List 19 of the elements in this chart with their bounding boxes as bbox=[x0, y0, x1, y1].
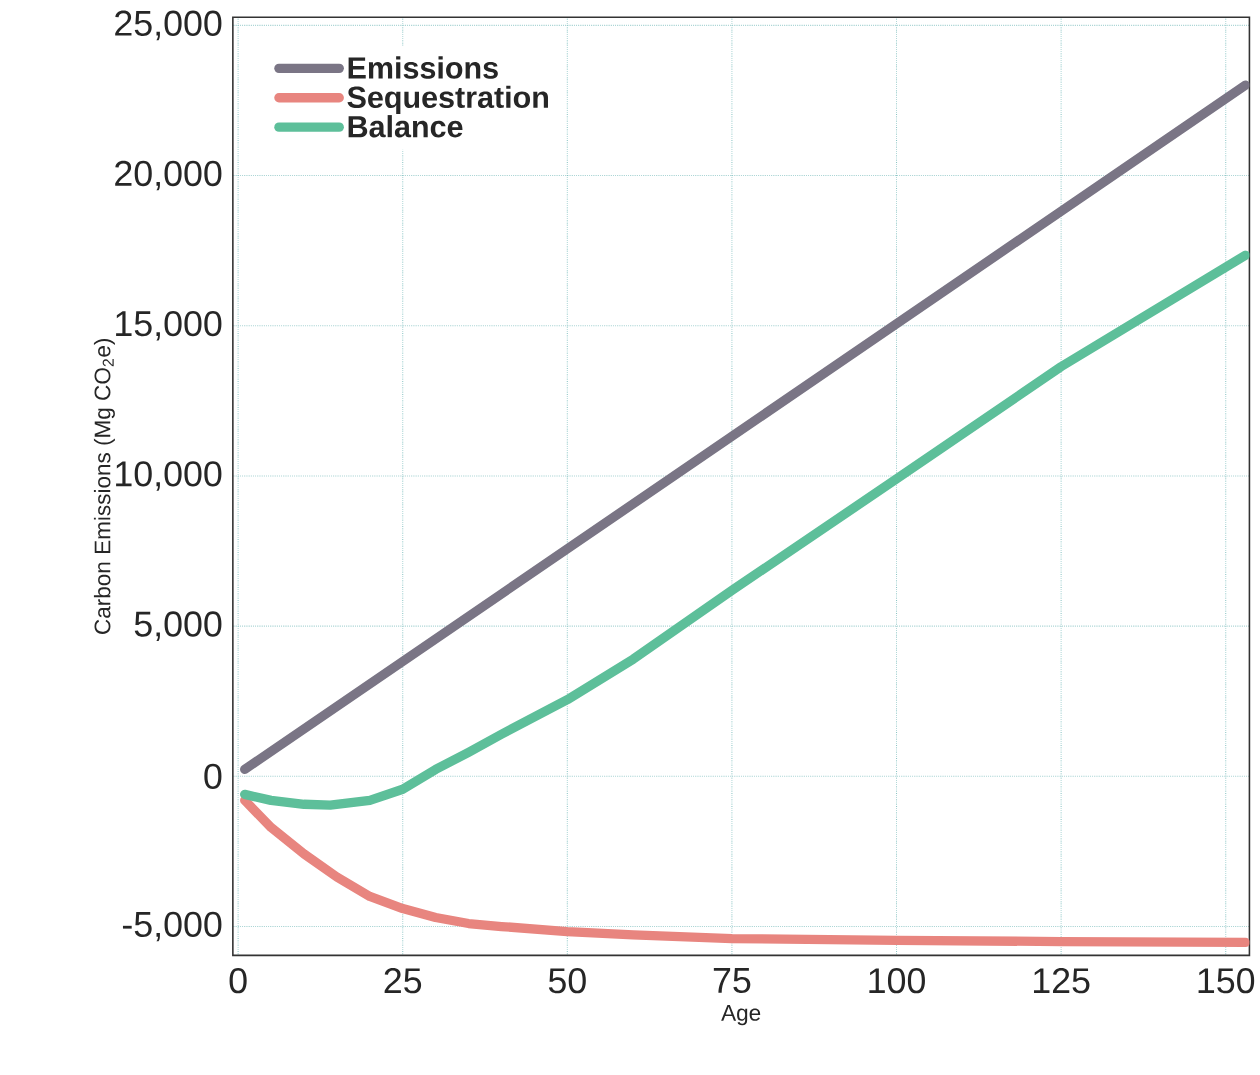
y-tick-label: 15,000 bbox=[116, 310, 222, 341]
y-tick-label: -5,000 bbox=[122, 911, 222, 942]
x-tick-label: 150 bbox=[1198, 967, 1255, 994]
y-tick-label: 20,000 bbox=[115, 160, 222, 191]
x-axis-title: Age bbox=[721, 1005, 761, 1026]
x-tick-label: 100 bbox=[869, 967, 925, 994]
x-tick-label: 50 bbox=[548, 967, 586, 994]
x-tick-label: 0 bbox=[229, 967, 247, 994]
x-tick-label: 75 bbox=[713, 967, 751, 993]
y-tick-label: 0 bbox=[204, 763, 222, 789]
x-tick-label: 125 bbox=[1033, 967, 1090, 994]
y-axis-title: Carbon Emissions (Mg CO$_{2}$e) bbox=[93, 338, 115, 634]
y-tick-label: 10,000 bbox=[116, 461, 222, 491]
x-tick-label: 25 bbox=[384, 967, 422, 994]
y-tick-label: 25,000 bbox=[115, 10, 222, 41]
legend-label: Emissions bbox=[348, 56, 498, 79]
y-tick-label: 5,000 bbox=[134, 611, 222, 641]
legend-label: Sequestration bbox=[347, 85, 548, 115]
legend-label: Balance bbox=[348, 115, 463, 138]
